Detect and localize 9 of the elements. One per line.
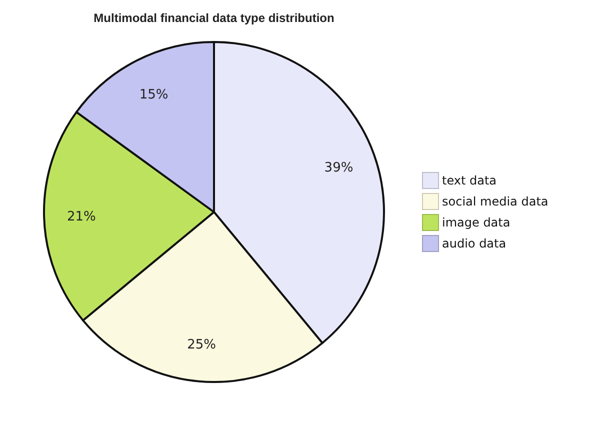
legend-label: social media data: [442, 194, 548, 209]
data-label: 21%: [67, 210, 96, 225]
legend-label: text data: [442, 174, 497, 188]
data-label: 39%: [324, 160, 354, 176]
chart-title: Multimodal financial data type distribution: [94, 11, 334, 26]
data-label: 15%: [139, 87, 168, 102]
legend-label: image data: [442, 216, 510, 230]
legend-label: audio data: [442, 236, 506, 251]
data-label: 25%: [187, 338, 216, 353]
